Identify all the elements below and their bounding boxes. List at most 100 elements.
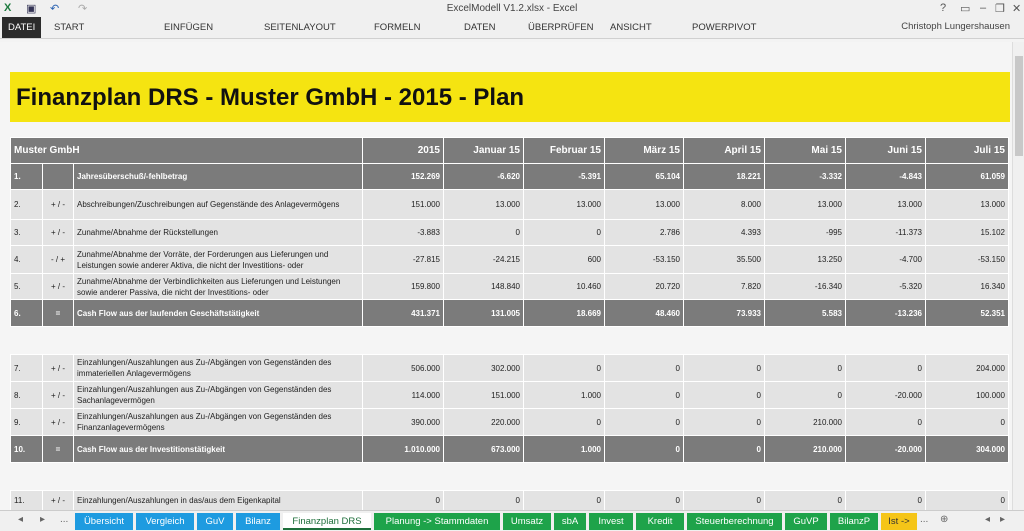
ribbon-tab-seitenlayout[interactable]: SEITENLAYOUT [264,22,336,33]
value-cell[interactable]: 148.840 [443,273,524,300]
value-cell[interactable]: 18.669 [523,299,605,327]
value-cell[interactable]: 0 [845,490,926,510]
value-cell[interactable]: -4.700 [845,245,926,274]
value-cell[interactable]: 0 [764,381,846,409]
value-cell[interactable]: 431.371 [362,299,444,327]
value-cell[interactable]: -6.620 [443,163,524,190]
sheet-tab-planung-stammdaten[interactable]: Planung -> Stammdaten [374,513,500,530]
value-cell[interactable]: -53.150 [604,245,684,274]
sheet-tab-invest[interactable]: Invest [589,513,633,530]
ribbon-tab-start[interactable]: START [54,22,85,33]
ribbon-tab-einfügen[interactable]: EINFÜGEN [164,22,214,33]
value-cell[interactable]: -5.320 [845,273,926,300]
save-icon[interactable]: ▣ [26,3,37,15]
ribbon-tab-formeln[interactable]: FORMELN [374,22,421,33]
prev-sheet-icon[interactable]: ◂ [18,514,24,525]
value-cell[interactable]: 302.000 [443,354,524,382]
value-cell[interactable]: 0 [925,490,1009,510]
value-cell[interactable]: 13.000 [443,189,524,220]
value-cell[interactable]: 0 [604,354,684,382]
value-cell[interactable]: 114.000 [362,381,444,409]
row-description[interactable]: Cash Flow aus der laufenden Geschäftstät… [73,299,363,327]
restore-icon[interactable]: ❐ [995,3,1005,15]
value-cell[interactable]: 0 [443,219,524,246]
value-cell[interactable]: 1.010.000 [362,435,444,463]
sheet-tab-finanzplan-drs[interactable]: Finanzplan DRS [283,513,371,530]
value-cell[interactable]: 35.500 [683,245,765,274]
value-cell[interactable]: -20.000 [845,381,926,409]
value-cell[interactable]: -3.883 [362,219,444,246]
value-cell[interactable]: 1.000 [523,381,605,409]
next-sheet-icon[interactable]: ▸ [40,514,46,525]
value-cell[interactable]: 0 [604,408,684,436]
ribbon-tab-ansicht[interactable]: ANSICHT [610,22,652,33]
value-cell[interactable]: -53.150 [925,245,1009,274]
value-cell[interactable]: 10.460 [523,273,605,300]
sheet-tab-guv[interactable]: GuV [197,513,233,530]
value-cell[interactable]: 210.000 [764,435,846,463]
value-cell[interactable]: 18.221 [683,163,765,190]
sheet-tab-sba[interactable]: sbA [554,513,586,530]
row-description[interactable]: Zunahme/Abnahme der Vorräte, der Forderu… [73,245,363,274]
value-cell[interactable]: 61.059 [925,163,1009,190]
row-description[interactable]: Zunahme/Abnahme der Rückstellungen [73,219,363,246]
row-description[interactable]: Cash Flow aus der Investitionstätigkeit [73,435,363,463]
value-cell[interactable]: 8.000 [683,189,765,220]
value-cell[interactable]: -20.000 [845,435,926,463]
value-cell[interactable]: 600 [523,245,605,274]
scroll-left-icon[interactable]: ◂ [985,514,991,525]
value-cell[interactable]: 0 [845,408,926,436]
value-cell[interactable]: 0 [362,490,444,510]
close-icon[interactable]: ✕ [1012,3,1022,15]
row-description[interactable]: Einzahlungen/Auszahlungen in das/aus dem… [73,490,363,510]
sheet-tab-umsatz[interactable]: Umsatz [503,513,551,530]
more-sheets-right[interactable]: ... [920,514,929,525]
ribbon-tab-powerpivot[interactable]: POWERPIVOT [692,22,757,33]
value-cell[interactable]: 152.269 [362,163,444,190]
value-cell[interactable]: 13.000 [925,189,1009,220]
value-cell[interactable]: 0 [604,381,684,409]
scroll-right-icon[interactable]: ▸ [1000,514,1006,525]
scroll-thumb[interactable] [1015,56,1023,156]
user-name[interactable]: Christoph Lungershausen [901,21,1010,32]
row-description[interactable]: Einzahlungen/Auszahlungen aus Zu-/Abgäng… [73,354,363,382]
value-cell[interactable]: 65.104 [604,163,684,190]
value-cell[interactable]: 0 [764,490,846,510]
value-cell[interactable]: 0 [523,408,605,436]
help-icon[interactable]: ? [940,2,947,14]
value-cell[interactable]: 0 [604,490,684,510]
value-cell[interactable]: 673.000 [443,435,524,463]
value-cell[interactable]: -995 [764,219,846,246]
ribbon-tab-überprüfen[interactable]: ÜBERPRÜFEN [528,22,594,33]
row-description[interactable]: Einzahlungen/Auszahlungen aus Zu-/Abgäng… [73,381,363,409]
sheet-tab-bilanzp[interactable]: BilanzP [830,513,878,530]
value-cell[interactable]: 0 [845,354,926,382]
undo-icon[interactable]: ↶ [50,3,60,15]
value-cell[interactable]: 220.000 [443,408,524,436]
ribbon-tab-datei[interactable]: DATEI [2,17,42,38]
value-cell[interactable]: -3.332 [764,163,846,190]
value-cell[interactable]: 0 [683,490,765,510]
value-cell[interactable]: 0 [683,354,765,382]
value-cell[interactable]: 13.000 [764,189,846,220]
value-cell[interactable]: 100.000 [925,381,1009,409]
value-cell[interactable]: 13.000 [845,189,926,220]
value-cell[interactable]: 210.000 [764,408,846,436]
value-cell[interactable]: 0 [683,381,765,409]
sheet-tab-guvp[interactable]: GuVP [785,513,827,530]
value-cell[interactable]: 13.000 [523,189,605,220]
sheet-tab-ist-[interactable]: Ist -> [881,513,917,530]
value-cell[interactable]: 0 [523,490,605,510]
more-sheets-left[interactable]: ... [60,514,69,525]
sheet-tab-vergleich[interactable]: Vergleich [136,513,194,530]
sheet-tab-übersicht[interactable]: Übersicht [75,513,133,530]
value-cell[interactable]: -13.236 [845,299,926,327]
value-cell[interactable]: 52.351 [925,299,1009,327]
add-sheet-icon[interactable]: ⊕ [940,514,949,525]
minimize-icon[interactable]: – [980,2,987,14]
value-cell[interactable]: 0 [523,219,605,246]
value-cell[interactable]: 16.340 [925,273,1009,300]
sheet-tab-steuerberechnung[interactable]: Steuerberechnung [687,513,782,530]
value-cell[interactable]: 73.933 [683,299,765,327]
value-cell[interactable]: 0 [925,408,1009,436]
